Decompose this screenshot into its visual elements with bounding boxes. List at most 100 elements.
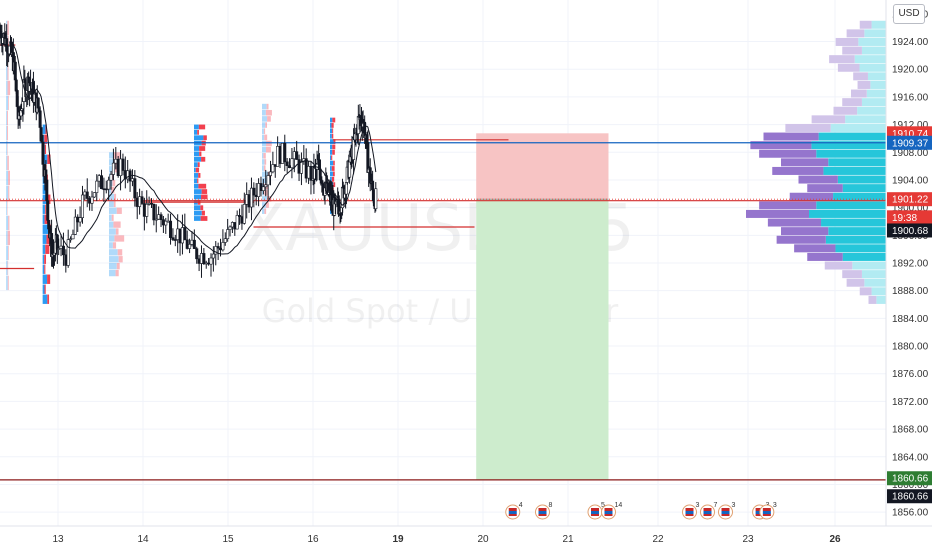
candle-body (188, 244, 192, 249)
event-flag-icon[interactable]: 7 (700, 502, 718, 520)
economic-events[interactable]: 4851437333 (505, 502, 777, 520)
volume-row-buy (109, 186, 112, 194)
volume-row-buy (6, 125, 8, 141)
volume-row-sell (203, 135, 207, 141)
volume-row-buy (42, 284, 45, 294)
candle-body (271, 164, 275, 173)
event-flag-icon[interactable]: 14 (601, 502, 623, 520)
price-tag-bg (887, 192, 932, 207)
candle-body (268, 171, 272, 176)
flag-stripe-red (762, 508, 771, 511)
profile-row-buy (823, 166, 886, 175)
volume-row-buy (109, 269, 116, 277)
volume-row-buy (262, 171, 269, 178)
volume-row-sell (263, 128, 266, 134)
flag-stripe-blue (604, 511, 613, 514)
volume-row-buy (194, 129, 198, 135)
currency-button[interactable]: USD (893, 4, 925, 24)
volume-row-buy (42, 224, 49, 234)
volume-row-sell (263, 153, 266, 159)
price-axis[interactable] (885, 0, 932, 526)
volume-row-buy (109, 242, 113, 249)
volume-row-buy (42, 244, 46, 254)
horizontal-lines[interactable] (0, 44, 886, 481)
candle-body (152, 203, 156, 221)
volume-row-sell (114, 193, 117, 201)
volume-row-buy (42, 204, 45, 214)
volume-row-buy (262, 202, 266, 208)
volume-row-buy (6, 110, 8, 126)
candle-body (185, 239, 189, 249)
profile-row-sell (811, 115, 846, 124)
volume-row-buy (262, 140, 267, 147)
volume-row-sell (197, 129, 199, 135)
candle-body (254, 194, 258, 197)
profile-row-sell (746, 209, 809, 218)
profile-row-buy (842, 252, 886, 261)
profile-row-buy (845, 115, 886, 124)
price-tick-label: 1868.00 (892, 425, 929, 436)
volume-row-buy (194, 173, 199, 178)
flag-stripe-red (591, 508, 599, 511)
take-profit-zone[interactable] (476, 199, 609, 480)
time-tick-label: 23 (742, 534, 754, 545)
candle-body (199, 253, 203, 264)
time-tick-label: 21 (562, 534, 574, 545)
profile-row-buy (818, 132, 886, 141)
volume-row-sell (8, 245, 9, 261)
volume-row-buy (330, 144, 333, 150)
candle-body (207, 262, 211, 265)
volume-row-buy (330, 133, 332, 139)
volume-row-sell (47, 194, 51, 204)
moving-average (12, 44, 377, 255)
profile-row-buy (835, 244, 886, 253)
candle-body (290, 158, 294, 169)
price-tag-label: 1860.66 (892, 492, 929, 503)
volume-row-buy (6, 65, 8, 81)
volume-row-buy (109, 263, 117, 270)
profile-row-buy (861, 46, 886, 55)
volume-row-buy (6, 140, 8, 156)
profile-row-buy (871, 20, 886, 29)
candle-body (374, 188, 378, 210)
candle-body (245, 194, 249, 205)
event-flag-icon[interactable]: 3 (759, 502, 777, 520)
volume-row-sell (333, 182, 336, 188)
profile-row-buy (866, 89, 886, 98)
price-tick-label: 1888.00 (892, 286, 929, 297)
candle-body (176, 228, 180, 240)
time-tick-label: 16 (307, 534, 319, 545)
candle-body (285, 161, 289, 166)
volume-row-sell (264, 159, 267, 165)
volume-row-buy (194, 162, 198, 168)
candle-body (147, 203, 151, 205)
volume-row-sell (7, 80, 11, 96)
volume-row-sell (8, 185, 10, 201)
candle-body (235, 215, 239, 230)
candle-body (107, 179, 111, 190)
volume-row-sell (199, 146, 206, 151)
candle-body (297, 159, 301, 174)
flag-stripe-blue (538, 511, 547, 514)
time-axis[interactable] (0, 525, 932, 550)
candle-body (76, 216, 80, 223)
event-flag-icon[interactable]: 4 (505, 502, 523, 520)
profile-row-buy (870, 80, 886, 89)
profile-row-sell (829, 55, 855, 64)
volume-row-buy (194, 178, 198, 184)
event-flag-icon[interactable]: 8 (535, 502, 553, 520)
profile-row-buy (809, 209, 886, 218)
flag-stripe-blue (508, 511, 517, 514)
event-flag-icon[interactable]: 3 (682, 502, 700, 520)
price-tick-label: 1880.00 (892, 342, 929, 353)
profile-row-buy (864, 278, 886, 287)
stop-loss-zone[interactable] (476, 133, 609, 200)
event-flag-icon[interactable]: 3 (718, 502, 736, 520)
volume-row-sell (8, 170, 10, 186)
candle-body (288, 165, 292, 169)
candle-body (164, 220, 168, 226)
short-position-tool[interactable] (476, 133, 609, 480)
profile-row-buy (828, 227, 886, 236)
event-count: 3 (773, 502, 777, 509)
